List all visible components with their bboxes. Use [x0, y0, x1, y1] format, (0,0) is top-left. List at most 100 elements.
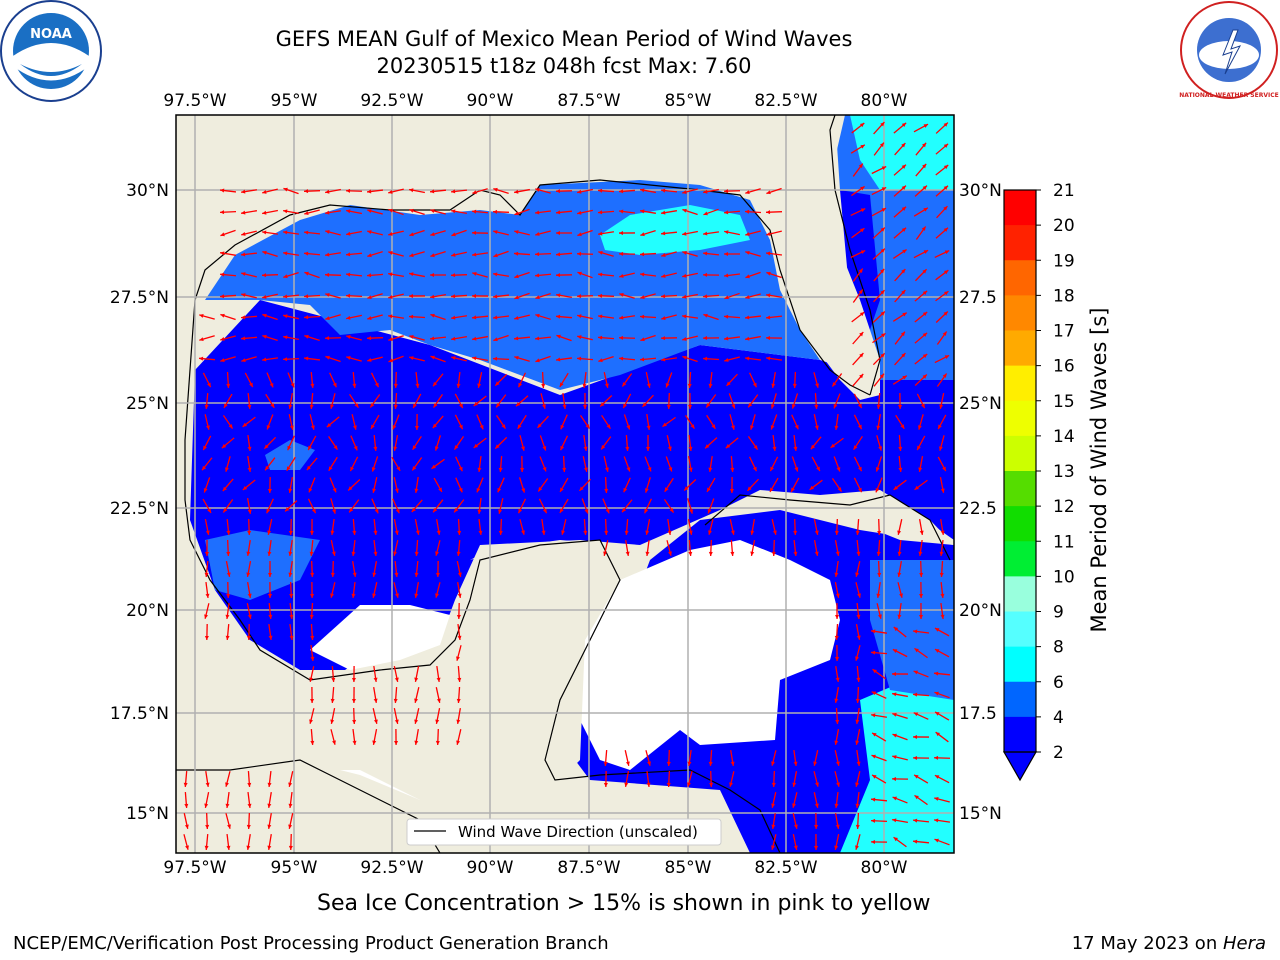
wave-direction-arrow [514, 208, 530, 216]
wave-direction-arrow [309, 602, 314, 620]
wave-direction-arrow [287, 372, 295, 388]
wave-direction-arrow [875, 477, 883, 493]
wave-direction-arrow [897, 539, 902, 557]
wave-direction-arrow [639, 314, 657, 319]
wave-direction-arrow [790, 477, 800, 493]
wave-direction-arrow [577, 335, 593, 341]
wave-direction-arrow [555, 357, 573, 362]
wave-direction-arrow [577, 314, 593, 320]
wave-direction-arrow [834, 623, 839, 641]
wave-direction-arrow [372, 729, 378, 745]
wave-direction-arrow [220, 313, 236, 321]
wave-direction-arrow [330, 708, 336, 724]
longitude-labels-bottom: 97.5°W 95°W 92.5°W 90°W 87.5°W 85°W 82.5°W 80°W [163, 858, 907, 878]
wave-direction-arrow [856, 539, 861, 557]
lat-label-right: 30°N [959, 181, 1002, 201]
wave-direction-arrow [373, 665, 378, 683]
wave-direction-arrow [724, 356, 740, 362]
wave-direction-arrow [894, 142, 906, 156]
wave-direction-arrow [877, 518, 882, 536]
wave-direction-arrow [852, 352, 864, 366]
wave-direction-arrow [771, 519, 777, 535]
wave-direction-arrow [414, 413, 419, 431]
wave-direction-arrow [661, 210, 677, 215]
wave-direction-arrow [682, 293, 698, 299]
colorbar-tick-label: 19 [1053, 251, 1075, 271]
wave-direction-arrow [514, 188, 530, 194]
wave-direction-arrow [708, 539, 713, 557]
wave-direction-arrow [372, 561, 378, 577]
colorbar-segment [1004, 646, 1036, 683]
wave-direction-arrow [750, 540, 756, 556]
wave-direction-arrow [535, 230, 551, 236]
wave-direction-arrow [725, 437, 739, 449]
wave-direction-arrow [645, 372, 651, 388]
wave-direction-arrow [934, 249, 950, 259]
wave-direction-arrow [203, 477, 211, 493]
wave-direction-arrow [267, 791, 272, 809]
wave-direction-arrow [303, 230, 321, 235]
wave-direction-arrow [204, 560, 209, 578]
wave-direction-arrow [473, 437, 487, 449]
wave-direction-arrow [183, 834, 189, 850]
wave-direction-arrow [246, 498, 252, 514]
wave-direction-arrow [471, 252, 489, 257]
wave-direction-arrow [346, 230, 362, 236]
wave-direction-arrow [309, 518, 314, 536]
wave-direction-arrow [330, 729, 336, 745]
wave-direction-arrow [646, 413, 651, 431]
wave-direction-arrow [517, 414, 527, 430]
wave-direction-arrow [873, 121, 885, 135]
wave-direction-arrow [897, 519, 903, 535]
wave-direction-arrow [770, 414, 778, 430]
wave-direction-arrow [666, 770, 671, 788]
wave-direction-arrow [432, 373, 444, 387]
wave-direction-arrow [346, 335, 362, 341]
wave-direction-arrow [583, 518, 588, 536]
wave-direction-arrow [537, 478, 549, 492]
wave-direction-arrow [793, 539, 798, 557]
wave-direction-arrow [893, 164, 907, 176]
sea-ice-caption: Sea Ice Concentration > 15% is shown in … [317, 891, 931, 916]
colorbar-tick-label: 6 [1053, 673, 1064, 693]
wave-direction-arrow [939, 393, 945, 409]
nws-logo: NATIONAL WEATHER SERVICE [1179, 1, 1279, 99]
wave-direction-arrow [366, 336, 384, 341]
colorbar-tick-label: 13 [1053, 462, 1075, 482]
wave-direction-arrow [661, 272, 677, 278]
wave-direction-arrow [414, 519, 420, 535]
wave-direction-arrow [456, 371, 461, 389]
wave-direction-arrow [766, 187, 782, 195]
wave-direction-arrow [366, 189, 384, 194]
colorbar-tick-label: 11 [1053, 532, 1075, 552]
wave-direction-arrow [414, 687, 420, 703]
wave-direction-arrow [367, 293, 383, 300]
wave-direction-arrow [471, 209, 489, 214]
wave-direction-arrow [330, 540, 336, 556]
wave-direction-arrow [766, 271, 782, 279]
wave-direction-arrow [935, 164, 949, 176]
wave-direction-arrow [450, 189, 468, 194]
wave-direction-arrow [579, 415, 591, 429]
wave-direction-arrow [325, 230, 341, 236]
wave-direction-arrow [935, 311, 949, 323]
wave-direction-arrow [876, 581, 881, 599]
wave-direction-arrow [453, 499, 465, 513]
wave-direction-arrow [204, 623, 209, 641]
wave-direction-arrow [308, 477, 316, 493]
wave-direction-arrow [856, 602, 861, 620]
wave-direction-arrow [834, 771, 840, 787]
wave-direction-arrow [618, 315, 636, 320]
wave-direction-arrow [871, 754, 887, 762]
wave-direction-arrow [307, 498, 317, 514]
wave-direction-arrow [476, 477, 484, 493]
wave-direction-arrow [345, 293, 363, 298]
wave-direction-arrow [534, 210, 552, 215]
wave-direction-arrow [687, 519, 693, 535]
wave-direction-arrow [266, 414, 274, 430]
wave-direction-arrow [262, 313, 278, 321]
wave-direction-arrow [898, 392, 903, 410]
wave-direction-arrow [873, 289, 885, 303]
wave-direction-arrow [366, 273, 384, 278]
